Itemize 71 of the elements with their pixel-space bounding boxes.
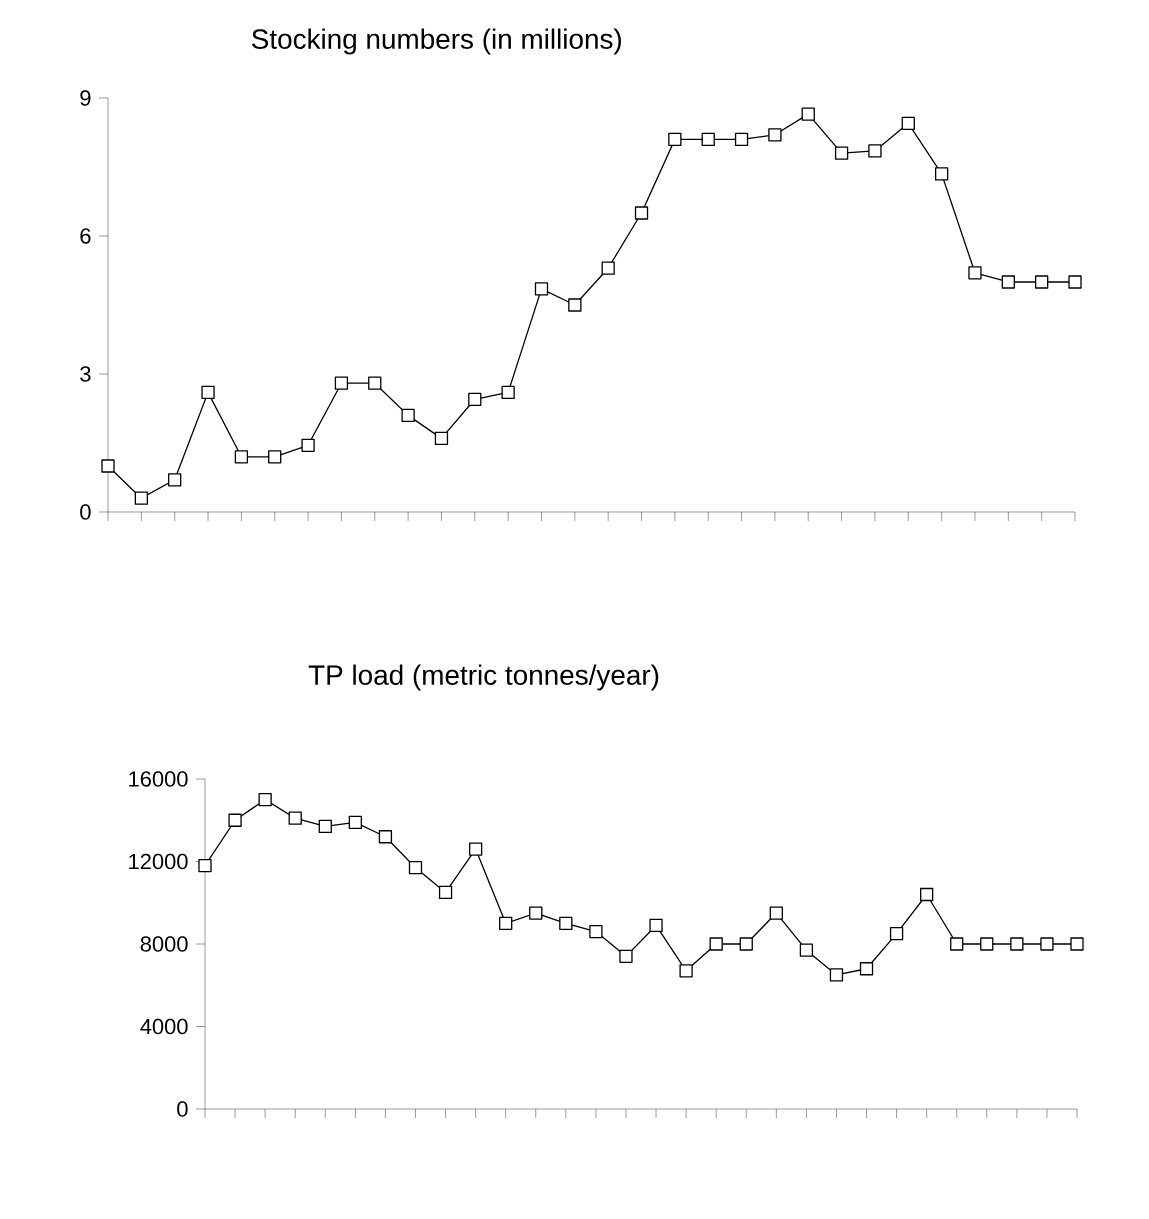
point [734, 132, 749, 147]
chart-title: Stocking numbers (in millions) [252, 28, 621, 55]
point [228, 813, 242, 827]
y-tick-label: 0 [177, 1101, 188, 1117]
point [288, 811, 302, 825]
point [768, 128, 782, 142]
point [559, 916, 573, 931]
point [529, 906, 543, 920]
point [889, 927, 904, 941]
point [1010, 937, 1024, 951]
point [859, 962, 874, 976]
point [201, 385, 215, 400]
point [968, 266, 982, 280]
point [348, 815, 362, 829]
chart-title: TP load (metric tonnes/year) [308, 664, 659, 691]
point [468, 392, 482, 406]
point [679, 964, 693, 978]
point [568, 298, 582, 312]
point [801, 107, 815, 121]
point [378, 830, 393, 844]
point [134, 491, 148, 505]
y-tick-label: 6 [80, 228, 91, 244]
point [934, 167, 949, 181]
y-tick-label: 12000 [129, 853, 188, 870]
y-tick-label: 9 [80, 90, 91, 106]
point [1070, 937, 1084, 951]
y-tick-label: 0 [80, 504, 91, 520]
point [1001, 275, 1015, 289]
y-tick-label: 3 [80, 366, 91, 382]
point [709, 937, 723, 951]
point [739, 937, 753, 951]
point [1068, 275, 1082, 289]
point [1040, 937, 1054, 951]
point [769, 906, 783, 920]
point [534, 282, 549, 296]
point [198, 858, 212, 873]
point [601, 261, 615, 275]
point [980, 937, 994, 951]
point [634, 206, 649, 220]
point [701, 132, 715, 147]
point [868, 144, 882, 158]
point [829, 968, 844, 982]
y-tick-label: 16000 [129, 771, 188, 787]
point [950, 937, 964, 951]
point [920, 887, 934, 902]
point [268, 450, 282, 464]
point [101, 459, 115, 473]
point [668, 132, 682, 147]
point [649, 918, 663, 933]
point [589, 924, 603, 939]
point [834, 146, 849, 160]
point [901, 116, 915, 130]
point [301, 438, 315, 452]
point [1035, 275, 1049, 289]
y-tick-label: 8000 [140, 936, 188, 952]
point [434, 431, 449, 446]
point [168, 473, 182, 487]
point [368, 376, 382, 390]
point [619, 949, 633, 964]
point [318, 819, 332, 834]
point [401, 408, 415, 423]
point [234, 450, 249, 464]
point [501, 385, 515, 400]
point [799, 943, 814, 957]
y-tick-label: 4000 [140, 1018, 188, 1035]
point [499, 916, 513, 931]
point [258, 792, 272, 807]
point [408, 861, 423, 875]
point [438, 885, 453, 900]
point [334, 376, 349, 390]
point [468, 842, 483, 856]
